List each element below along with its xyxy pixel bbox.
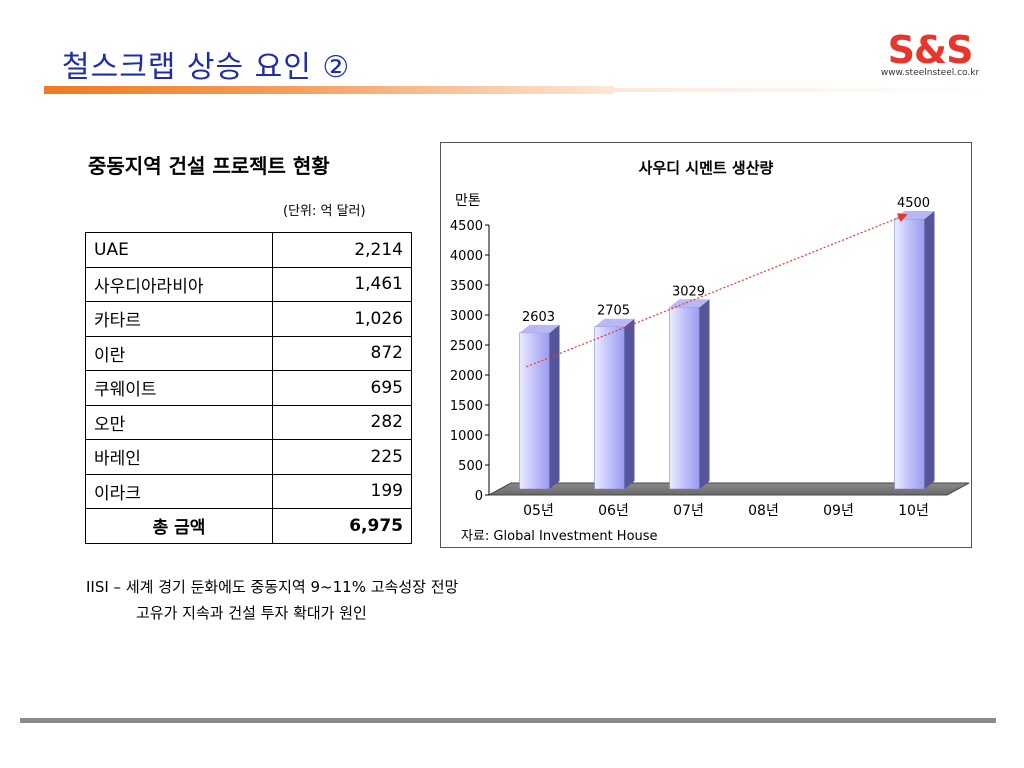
row-name: 카타르 [85, 301, 273, 337]
x-tick-label: 10년 [898, 503, 929, 519]
y-tick-label: 4000 [450, 249, 483, 264]
row-name: UAE [85, 232, 273, 268]
row-value: 1,026 [272, 301, 412, 337]
row-name: 이라크 [85, 473, 273, 509]
bar-top [519, 324, 560, 333]
row-value: 695 [272, 370, 412, 406]
row-name: 쿠웨이트 [85, 370, 273, 406]
data-label: 4500 [897, 196, 930, 211]
company-logo: S&S www.steelnsteel.co.kr [870, 30, 990, 90]
note-line-1: IISI – 세계 경기 둔화에도 중동지역 9~11% 고속성장 전망 [86, 578, 459, 596]
row-value: 225 [272, 439, 412, 475]
x-tick-label: 08년 [748, 503, 779, 519]
total-label: 총 금액 [85, 508, 273, 544]
row-value: 199 [272, 473, 412, 509]
table-unit: (단위: 억 달러) [283, 204, 366, 219]
bar [669, 307, 700, 490]
data-label: 2705 [597, 304, 630, 319]
table-row: 카타르 1,026 [85, 301, 412, 337]
table-row: 오만 282 [85, 404, 412, 440]
chart-title: 사우디 시멘트 생산량 [639, 159, 774, 177]
y-tick-label: 3000 [450, 309, 483, 324]
logo-text: S&S [887, 28, 974, 72]
row-value: 872 [272, 335, 412, 371]
bar-side [924, 211, 935, 489]
row-name: 바레인 [85, 439, 273, 475]
bar [519, 332, 550, 490]
y-axis-label: 만톤 [455, 193, 481, 209]
x-tick-label: 06년 [598, 503, 629, 519]
row-value: 1,461 [272, 266, 412, 302]
row-name: 사우디아라비아 [85, 266, 273, 302]
y-tick-label: 2500 [450, 339, 483, 354]
table-row: 이란 872 [85, 335, 412, 371]
bar-side [549, 324, 560, 489]
data-label: 2603 [522, 310, 555, 325]
y-tick-label: 500 [458, 459, 483, 474]
bar [594, 326, 625, 490]
logo-url: www.steelnsteel.co.kr [880, 68, 980, 78]
table-row: 사우디아라비아 1,461 [85, 266, 412, 302]
bottom-divider [20, 718, 996, 723]
y-tick-label: 4500 [450, 219, 483, 234]
bar-top [594, 318, 635, 327]
x-tick-label: 07년 [673, 503, 704, 519]
note-line-2: 고유가 지속과 건설 투자 확대가 원인 [136, 604, 367, 622]
y-tick-label: 1500 [450, 399, 483, 414]
row-value: 2,214 [272, 232, 412, 268]
data-label: 3029 [672, 284, 705, 299]
row-name: 이란 [85, 335, 273, 371]
y-tick-label: 2000 [450, 369, 483, 384]
x-tick-label: 05년 [523, 503, 554, 519]
bar-side [624, 318, 635, 489]
y-tick-label: 1000 [450, 429, 483, 444]
table-row: 바레인 225 [85, 439, 412, 475]
bar-side [699, 299, 710, 489]
project-table: UAE 2,214 사우디아라비아 1,461 카타르 1,026 이란 872 쿠웨이… [85, 232, 412, 544]
table-title: 중동지역 건설 프로젝트 현황 [88, 154, 330, 178]
row-value: 282 [272, 404, 412, 440]
trend-arrow [526, 213, 908, 368]
total-value: 6,975 [272, 508, 412, 544]
table-row: 이라크 199 [85, 473, 412, 509]
y-tick-label: 0 [475, 489, 483, 504]
title-underline [44, 86, 614, 94]
table-total-row: 총 금액 6,975 [85, 508, 412, 544]
title-underline-fade [614, 88, 984, 92]
chart-source: 자료: Global Investment House [461, 529, 658, 544]
page-title: 철스크랩 상승 요인 ② [62, 50, 351, 85]
row-name: 오만 [85, 404, 273, 440]
notes: IISI – 세계 경기 둔화에도 중동지역 9~11% 고속성장 전망 고유가… [86, 574, 458, 626]
x-tick-label: 09년 [823, 503, 854, 519]
table-row: UAE 2,214 [85, 232, 412, 268]
bar [894, 218, 925, 490]
table-row: 쿠웨이트 695 [85, 370, 412, 406]
y-tick-label: 3500 [450, 279, 483, 294]
